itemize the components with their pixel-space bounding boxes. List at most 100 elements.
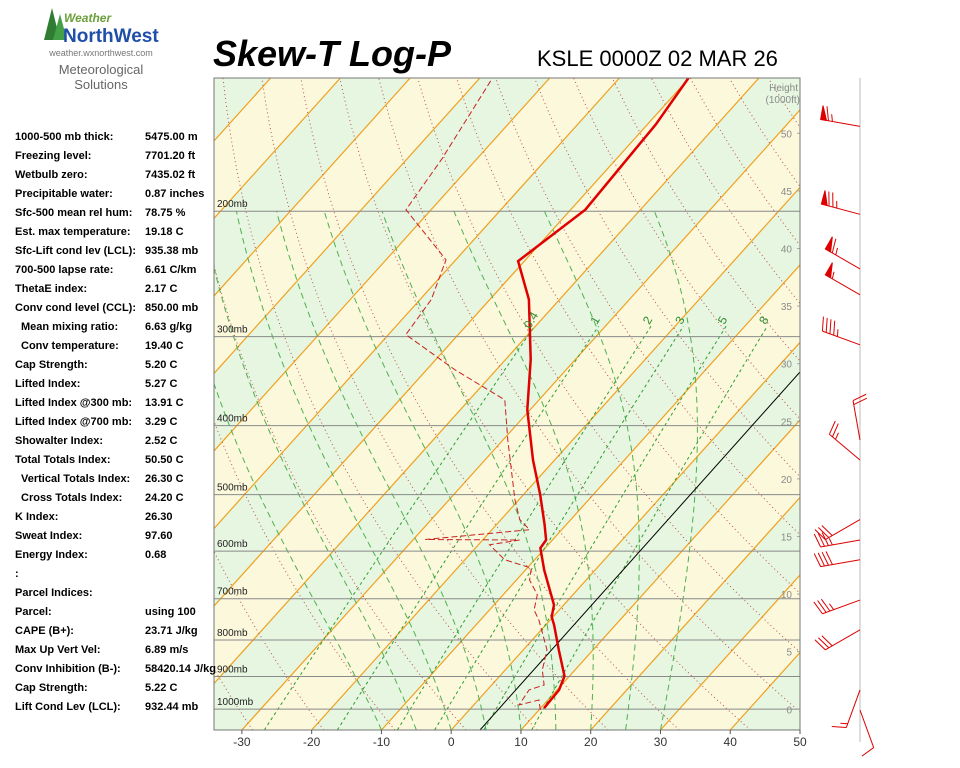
band: [800, 78, 960, 730]
barb-staff: [820, 559, 861, 568]
height-tick-label: 0: [786, 705, 792, 716]
moist-adiabat: [276, 211, 487, 730]
barb-staff: [825, 248, 861, 270]
index-value: 850.00 mb: [145, 302, 198, 314]
isotherm: [380, 264, 800, 730]
isotherm: [241, 108, 800, 730]
barb-flag: [824, 236, 833, 253]
isotherm: [520, 419, 800, 730]
barb-staff: [821, 203, 861, 215]
index-value: 2.17 C: [145, 283, 177, 295]
wind-barb: [813, 551, 861, 568]
index-value: 2.52 C: [145, 435, 177, 447]
index-value: 0.68: [145, 549, 166, 561]
x-tick-label: 20: [584, 735, 598, 749]
pressure-label: 500mb: [217, 483, 248, 494]
pressure-label: 600mb: [217, 539, 248, 550]
mixing-ratio-line: [434, 325, 684, 730]
chart-title: Skew-T Log-P: [213, 33, 452, 74]
index-label: Cap Strength:: [15, 359, 88, 371]
index-label: ThetaE index:: [15, 283, 87, 295]
barb-staff: [825, 629, 861, 651]
isotherm: [214, 78, 690, 607]
x-tick-label: 50: [793, 735, 807, 749]
isotherm: [214, 78, 620, 530]
isotherm: [214, 78, 411, 297]
barb-feather: [828, 420, 836, 435]
pressure-label: 200mb: [217, 199, 248, 210]
logo-brand-bottom: NorthWest: [63, 26, 159, 47]
barb-half: [828, 538, 833, 546]
barb-staff: [822, 599, 861, 615]
pressure-label: 700mb: [217, 587, 248, 598]
barb-feather: [853, 397, 868, 405]
barb-feather: [821, 316, 824, 332]
height-tick-label: 50: [781, 129, 793, 140]
barb-staff: [825, 274, 861, 296]
barb-feather: [814, 529, 826, 540]
barb-feather: [821, 635, 833, 647]
isotherm: [214, 78, 341, 220]
pressure-label: 800mb: [217, 628, 248, 639]
index-label: Cap Strength:: [15, 682, 88, 694]
pressure-label: 300mb: [217, 325, 248, 336]
index-label: :: [15, 568, 19, 580]
barb-half: [831, 114, 833, 122]
barb-feather: [818, 527, 830, 538]
index-label: Lifted Index @300 mb:: [15, 397, 132, 409]
index-value: 932.44 mb: [145, 701, 198, 713]
index-value: 5475.00 m: [145, 131, 198, 143]
index-value: 24.20 C: [145, 492, 184, 504]
mixing-ratio-line: [396, 325, 652, 730]
index-value: 97.60: [145, 530, 173, 542]
index-value: using 100: [145, 606, 196, 618]
index-label: Sfc-Lift cond lev (LCL):: [15, 245, 136, 257]
wind-barb: [859, 709, 875, 757]
barb-feather: [817, 600, 827, 613]
index-value: 23.71 J/kg: [145, 625, 198, 637]
index-value: 7701.20 ft: [145, 150, 195, 162]
tagline: Meteorological: [59, 62, 144, 77]
wind-barb: [821, 316, 861, 346]
x-tick-label: -10: [373, 735, 391, 749]
index-label: Vertical Totals Index:: [21, 473, 130, 485]
index-label: 700-500 lapse rate:: [15, 264, 113, 276]
plot-area: [214, 78, 960, 730]
x-tick-label: -30: [233, 735, 251, 749]
x-tick-label: 10: [514, 735, 528, 749]
index-value: 5.27 C: [145, 378, 177, 390]
pressure-label: 400mb: [217, 414, 248, 425]
index-label: Freezing level:: [15, 150, 91, 162]
barb-half: [829, 603, 835, 610]
index-value: 26.30: [145, 511, 173, 523]
barb-half: [835, 432, 839, 440]
dry-adiabat: [807, 78, 960, 730]
barb-staff: [820, 118, 861, 127]
wind-barb: [820, 105, 861, 127]
barb-staff: [822, 330, 861, 346]
moist-adiabat: [323, 211, 522, 730]
barb-half: [840, 722, 848, 725]
barb-feather: [820, 598, 831, 612]
dry-adiabat: [456, 78, 800, 594]
dry-adiabat: [573, 78, 800, 420]
barb-feather: [813, 533, 822, 548]
height-tick-label: 5: [786, 648, 792, 659]
isotherm: [660, 574, 800, 730]
isotherm: [214, 78, 481, 375]
index-label: Total Totals Index:: [15, 454, 111, 466]
barb-staff: [825, 519, 861, 541]
barb-feather: [861, 747, 874, 757]
height-tick-label: 20: [781, 475, 793, 486]
wind-barb: [852, 393, 868, 441]
barb-staff: [829, 433, 861, 461]
index-value: 50.50 C: [145, 454, 184, 466]
barb-feather: [826, 106, 829, 121]
barb-half: [835, 247, 839, 256]
barb-feather: [825, 551, 833, 565]
barb-feather: [831, 423, 839, 438]
barb-staff: [845, 689, 861, 728]
logo-tree: [53, 14, 67, 40]
index-label: Parcel:: [15, 606, 52, 618]
